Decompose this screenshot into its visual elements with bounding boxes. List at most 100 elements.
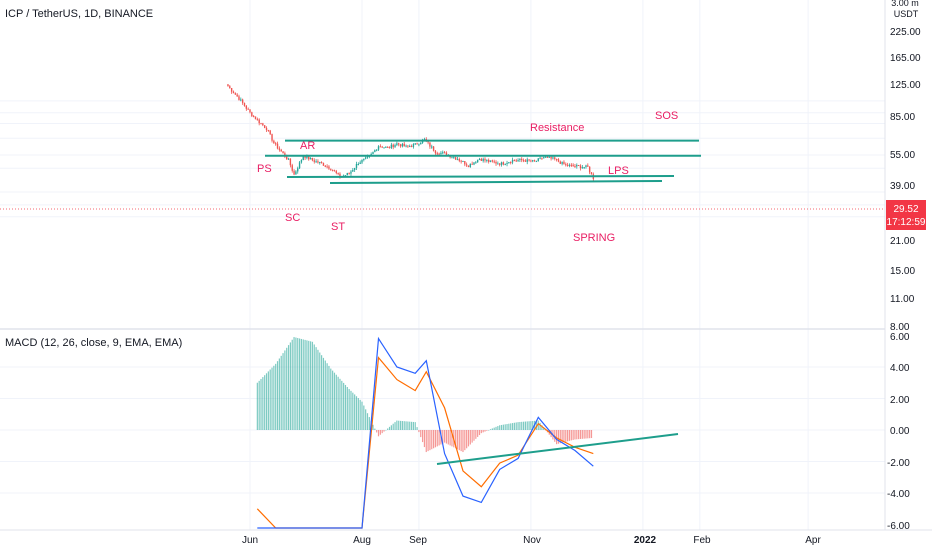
price-tick: 225.00 [890,27,921,38]
macd-tick: -2.00 [887,458,910,469]
candle-body [572,164,574,166]
candle-body [497,163,499,165]
candle-body [291,165,293,171]
macd-histogram-bar [482,430,484,433]
macd-histogram-bar [445,430,448,444]
last-price-value: 29.52 [893,204,918,215]
candle-body [267,129,270,131]
candle-body [306,156,308,159]
macd-histogram-bar [462,430,464,453]
macd-histogram-bar [480,430,482,434]
macd-histogram-bar [565,430,567,442]
price-axis[interactable]: 3.00 m USDT 225.00 165.00 125.00 85.00 5… [884,0,926,530]
macd-histogram-bar [278,358,280,430]
macd-histogram-bar [317,349,319,430]
macd-histogram-bar [475,430,477,439]
macd-histogram-bar [535,420,538,430]
secondary-support-line[interactable] [329,180,663,185]
wyckoff-levels[interactable] [265,139,701,185]
macd-histogram-bar [524,421,526,430]
candle-body [319,162,321,164]
candle-body [416,143,418,145]
macd-histogram-bar [444,430,446,443]
candle-body [344,175,347,177]
candle-body [328,166,330,169]
candle-body [390,144,393,148]
candle-body [420,142,422,145]
time-axis[interactable]: Jun Aug Sep Nov 2022 Feb Apr [0,529,932,546]
candle-body [506,162,508,164]
candle-body [263,125,266,128]
annotation-spring: SPRING [573,232,615,244]
price-tick: 39.00 [890,181,915,192]
macd-histogram-bar [381,430,383,434]
candle-body [559,161,561,164]
candle-body [232,91,235,94]
macd-histogram-bar [513,422,515,430]
macd-histogram-bar [433,430,435,449]
macd-histogram-bar [322,357,325,430]
candle-body [271,134,273,141]
macd-histogram-bar [581,430,583,439]
macd-tick: -6.00 [887,521,910,532]
candle-body [260,123,262,125]
candle-body [346,173,349,176]
macd-histogram-bar [589,430,591,439]
candle-body [464,161,466,165]
macd-histogram-bar [333,372,336,430]
price-tick: 11.00 [890,294,915,305]
price-axis-top-label: 3.00 m [891,0,919,8]
annotation-sc: SC [285,212,300,224]
candle-body [236,94,238,97]
support-line[interactable] [286,175,675,179]
annotation-lps: LPS [608,165,629,177]
macd-histogram-bar [403,421,405,430]
candle-body [256,119,259,121]
candle-body [566,164,569,166]
last-price-countdown: 17:12:59 [887,217,926,228]
candle-body [363,158,365,160]
macd-histogram-bar [528,421,530,430]
candle-body [434,150,437,154]
candle-body [247,108,249,110]
macd-histogram-bar [574,430,576,440]
candle-body [478,158,481,160]
candle-body [565,164,567,166]
candle-body [300,160,303,163]
macd-histogram-bar [489,429,492,430]
candle-body [528,159,530,161]
macd-histogram-bar [420,430,422,438]
macd-histogram-bar [355,396,358,430]
macd-histogram-bar [455,430,457,449]
time-label: 2022 [634,535,657,546]
macd-histogram-bar [256,382,258,430]
candle-body [379,146,382,148]
candle-body [440,152,442,155]
candle-body [550,156,552,159]
candle-body [352,169,354,172]
candle-body [465,164,468,166]
macd-axis[interactable]: 6.00 4.00 2.00 0.00 -2.00 -4.00 -6.00 [887,332,910,532]
candle-body [473,162,475,165]
candle-body [396,143,398,145]
time-label: Apr [805,535,821,546]
macd-histogram-bar [590,430,593,439]
candle-body [298,162,301,169]
time-label: Nov [523,535,541,546]
macd-histogram-bar [282,353,284,430]
candle-body [401,143,404,147]
candle-body [453,157,455,159]
candle-body [462,161,464,163]
candle-body [548,156,550,158]
candle-body [456,159,459,161]
macd-histogram-bar [418,430,420,433]
last-price-badge [886,200,926,230]
candle-body [387,146,389,148]
macd-histogram-bar [460,430,462,452]
candle-body [427,141,429,143]
time-label: Aug [353,535,371,546]
candle-body [265,127,268,130]
candle-body [510,162,512,164]
macd-divergence-trendline[interactable] [436,433,679,465]
